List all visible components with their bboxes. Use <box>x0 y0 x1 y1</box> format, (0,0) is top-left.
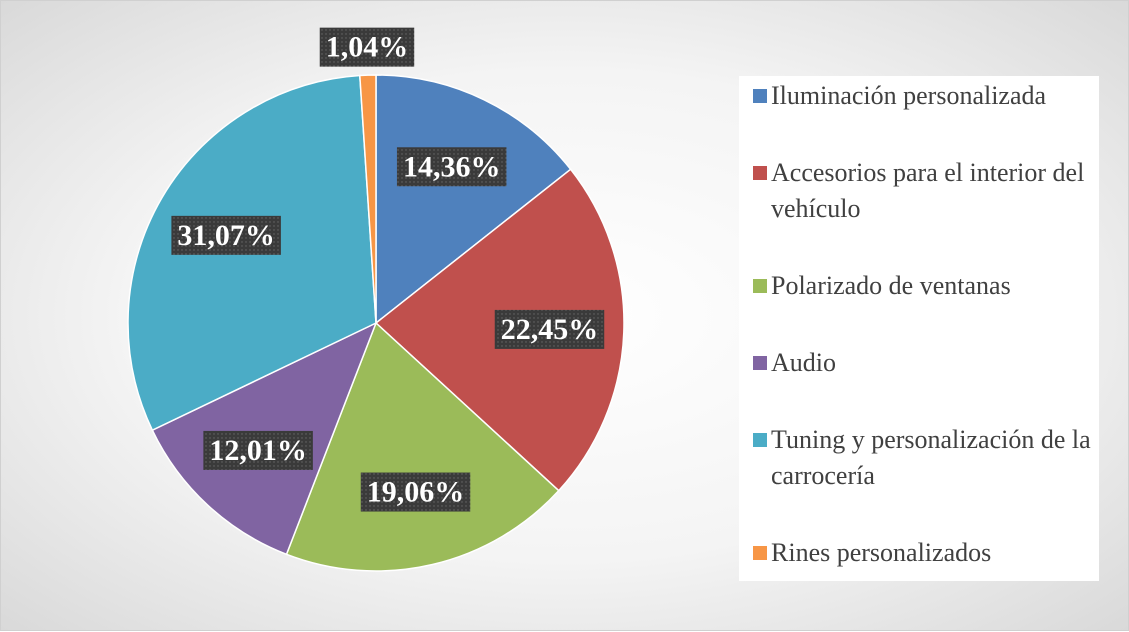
legend-swatch <box>753 433 767 447</box>
data-label: 12,01% <box>203 430 313 470</box>
data-label-text: 19,06% <box>367 476 465 509</box>
pie-slice <box>359 74 377 324</box>
data-label-text: 31,07% <box>177 219 275 252</box>
data-label-box <box>360 472 471 512</box>
legend-swatch <box>753 356 767 370</box>
legend: Iluminación personalizada Accesorios para… <box>739 76 1099 581</box>
data-label-text: 12,01% <box>209 434 307 467</box>
data-label-text: 22,45% <box>501 313 599 346</box>
data-label-box <box>203 430 313 470</box>
data-label-box <box>319 27 415 67</box>
legend-swatch <box>753 279 767 293</box>
legend-label: Polarizado de ventanas <box>771 271 1011 300</box>
data-label-box <box>494 309 605 349</box>
legend-label: Tuning y personalización de la carrocerí… <box>771 425 1091 490</box>
legend-label: Rines personalizados <box>771 538 992 567</box>
legend-item: Rines personalizados <box>753 535 1093 571</box>
data-label: 14,36% <box>396 147 507 187</box>
legend-swatch <box>753 89 767 103</box>
data-label-text: 14,36% <box>403 150 501 183</box>
data-label: 22,45% <box>494 309 605 349</box>
data-label-box <box>396 147 507 187</box>
pie-slice <box>285 321 560 572</box>
legend-label: Accesorios para el interior del vehículo <box>771 158 1085 223</box>
legend-item: Tuning y personalización de la carrocerí… <box>753 422 1093 494</box>
legend-item: Polarizado de ventanas <box>753 268 1093 304</box>
legend-swatch <box>753 546 767 560</box>
legend-item: Audio <box>753 345 1093 381</box>
data-label-text: 1,04% <box>326 31 409 64</box>
legend-label: Iluminación personalizada <box>771 81 1047 110</box>
data-label-box <box>171 215 281 255</box>
data-label: 31,07% <box>171 215 281 255</box>
legend-item: Accesorios para el interior del vehículo <box>753 155 1093 227</box>
pie-slice <box>375 74 572 325</box>
data-label: 1,04% <box>319 27 415 67</box>
legend-label: Audio <box>771 348 836 377</box>
legend-item: Iluminación personalizada <box>753 78 1093 114</box>
legend-swatch <box>753 166 767 180</box>
data-label: 19,06% <box>360 472 471 512</box>
